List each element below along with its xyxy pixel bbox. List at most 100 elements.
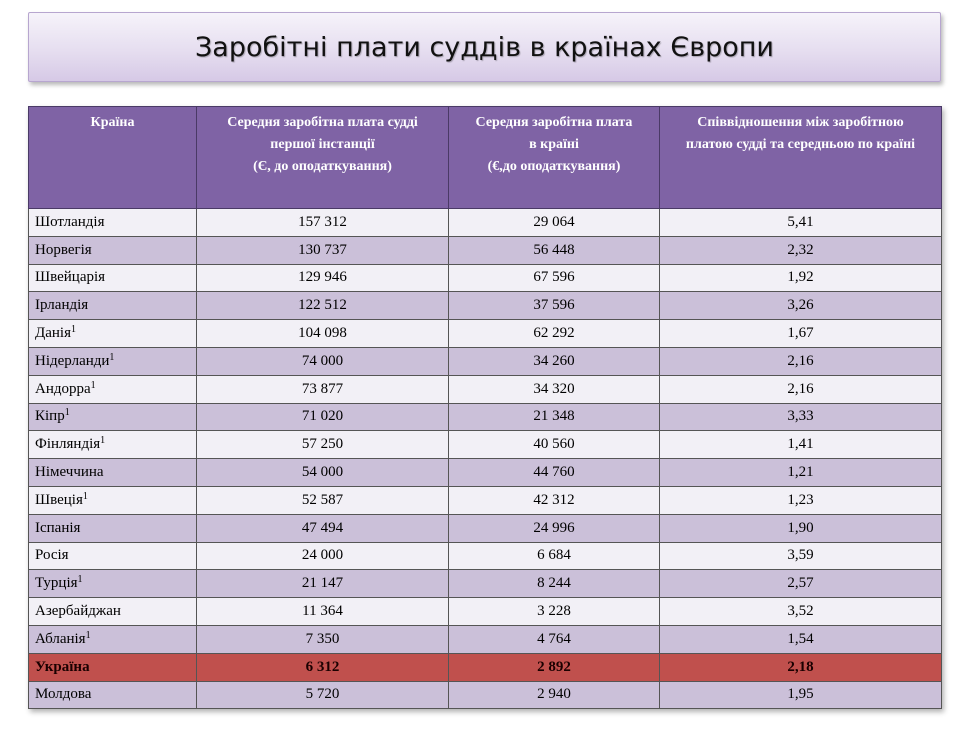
country-cell: Андорра1 — [28, 374, 197, 404]
table-row: Андорра1 73 877 34 320 2,16 — [28, 374, 942, 404]
judge-salary-cell: 74 000 — [196, 346, 449, 376]
header-judge-salary: Середня заробітна плата судді першої інст… — [196, 106, 449, 209]
footnote-marker: 1 — [109, 351, 115, 363]
country-name: Азербайджан — [35, 603, 121, 620]
table-body: Шотландія 157 312 29 064 5,41 Норвегія 130 73… — [28, 208, 942, 710]
header-ratio: Співвідношення між заробітною платою судд… — [659, 106, 942, 209]
country-cell: Кіпр1 — [28, 402, 197, 432]
footnote-marker: 1 — [70, 324, 76, 336]
judge-salary-cell: 24 000 — [196, 541, 449, 571]
header-line: Середня заробітна плата — [475, 115, 633, 130]
table-row: Молдова 5 720 2 940 1,95 — [28, 680, 942, 710]
table-row-highlighted: Україна 6 312 2 892 2,18 — [28, 652, 942, 682]
ratio-cell: 1,21 — [659, 458, 942, 487]
country-name: Швеція — [35, 491, 83, 508]
ratio-cell: 1,67 — [659, 319, 942, 348]
country-cell: Турція1 — [28, 569, 197, 599]
footnote-marker: 1 — [64, 407, 70, 419]
title-banner: Заробітні плати суддів в країнах Європи — [28, 12, 941, 82]
average-salary-cell: 62 292 — [448, 319, 660, 348]
table-row: Швейцарія 129 946 67 596 1,92 — [28, 263, 942, 293]
country-cell: Росія — [28, 541, 197, 571]
ratio-cell: 2,16 — [659, 374, 942, 404]
country-name: Норвегія — [35, 241, 92, 258]
country-cell: Нідерланди1 — [28, 346, 197, 376]
ratio-cell: 3,52 — [659, 597, 942, 626]
country-name: Абланія — [35, 630, 86, 647]
table-header: Країна Середня заробітна плата судді першо… — [28, 106, 942, 209]
country-name: Молдова — [35, 686, 92, 703]
country-name: Данія — [35, 325, 71, 342]
ratio-cell: 3,59 — [659, 541, 942, 571]
ratio-cell: 1,92 — [659, 263, 942, 293]
country-cell: Швеція1 — [28, 485, 197, 515]
footnote-marker: 1 — [90, 379, 96, 391]
judge-salary-cell: 129 946 — [196, 263, 449, 293]
judge-salary-cell: 7 350 — [196, 624, 449, 654]
country-cell: Україна — [28, 652, 197, 682]
ratio-cell: 1,41 — [659, 430, 942, 460]
ratio-cell: 1,95 — [659, 680, 942, 710]
country-cell: Абланія1 — [28, 624, 197, 654]
header-line: першої інстанції — [270, 137, 375, 152]
header-line: (Є, до оподаткування) — [253, 159, 392, 174]
average-salary-cell: 4 764 — [448, 624, 660, 654]
country-name: Ірландія — [35, 297, 89, 314]
country-name: Турція — [35, 575, 78, 592]
judge-salary-cell: 130 737 — [196, 235, 449, 265]
header-line: (€,до оподаткування) — [487, 159, 621, 174]
country-cell: Шотландія — [28, 208, 197, 237]
average-salary-cell: 40 560 — [448, 430, 660, 460]
country-name: Німеччина — [35, 464, 104, 481]
average-salary-cell: 34 260 — [448, 346, 660, 376]
table-row: Шотландія 157 312 29 064 5,41 — [28, 208, 942, 237]
country-cell: Азербайджан — [28, 597, 197, 626]
header-line: в країні — [529, 137, 579, 152]
average-salary-cell: 21 348 — [448, 402, 660, 432]
country-name: Фінляндія — [35, 436, 101, 453]
ratio-cell: 5,41 — [659, 208, 942, 237]
footnote-marker: 1 — [85, 629, 91, 641]
country-name: Андорра — [35, 380, 91, 397]
judge-salary-cell: 122 512 — [196, 291, 449, 321]
country-cell: Молдова — [28, 680, 197, 710]
country-cell: Норвегія — [28, 235, 197, 265]
country-name: Кіпр — [35, 408, 65, 425]
header-average-salary: Середня заробітна плата в країні (€,до опо… — [448, 106, 660, 209]
table-row: Фінляндія1 57 250 40 560 1,41 — [28, 430, 942, 460]
average-salary-cell: 42 312 — [448, 485, 660, 515]
judge-salary-cell: 57 250 — [196, 430, 449, 460]
page-title: Заробітні плати суддів в країнах Європи — [195, 31, 774, 63]
ratio-cell: 2,57 — [659, 569, 942, 599]
ratio-cell: 3,33 — [659, 402, 942, 432]
judge-salary-cell: 157 312 — [196, 208, 449, 237]
country-name: Росія — [35, 547, 69, 564]
table-row: Швеція1 52 587 42 312 1,23 — [28, 485, 942, 515]
country-cell: Іспанія — [28, 513, 197, 543]
table-row: Німеччина 54 000 44 760 1,21 — [28, 458, 942, 487]
judge-salary-cell: 54 000 — [196, 458, 449, 487]
judge-salary-cell: 21 147 — [196, 569, 449, 599]
average-salary-cell: 29 064 — [448, 208, 660, 237]
judge-salary-cell: 47 494 — [196, 513, 449, 543]
ratio-cell: 1,54 — [659, 624, 942, 654]
ratio-cell: 1,90 — [659, 513, 942, 543]
country-cell: Данія1 — [28, 319, 197, 348]
average-salary-cell: 6 684 — [448, 541, 660, 571]
header-country: Країна — [28, 106, 197, 209]
table-row: Азербайджан 11 364 3 228 3,52 — [28, 597, 942, 626]
judge-salary-cell: 71 020 — [196, 402, 449, 432]
ratio-cell: 2,18 — [659, 652, 942, 682]
header-line: Країна — [90, 115, 135, 130]
judge-salary-cell: 52 587 — [196, 485, 449, 515]
average-salary-cell: 3 228 — [448, 597, 660, 626]
average-salary-cell: 2 940 — [448, 680, 660, 710]
header-line: платою судді та середньою по країні — [685, 137, 916, 152]
country-cell: Швейцарія — [28, 263, 197, 293]
average-salary-cell: 67 596 — [448, 263, 660, 293]
table-row: Норвегія 130 737 56 448 2,32 — [28, 235, 942, 265]
ratio-cell: 3,26 — [659, 291, 942, 321]
country-name: Нідерланди — [35, 352, 110, 369]
salary-table: Країна Середня заробітна плата судді першо… — [28, 106, 942, 710]
country-name: Швейцарія — [35, 269, 106, 286]
